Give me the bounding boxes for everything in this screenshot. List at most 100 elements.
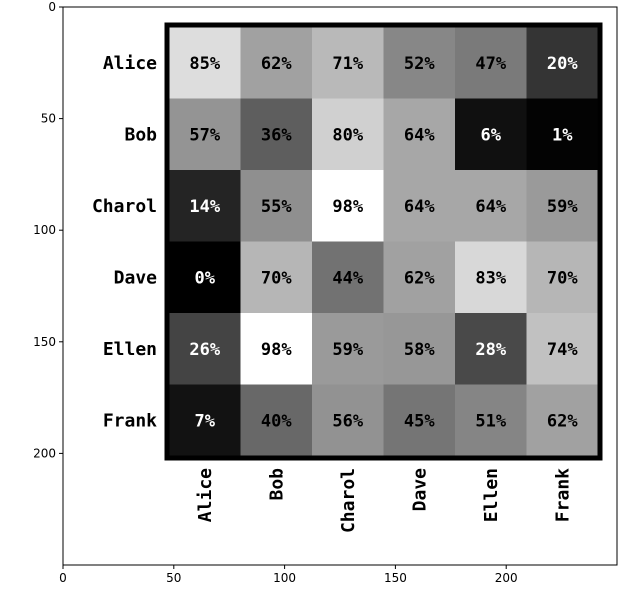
cell-value-label: 1% — [552, 125, 573, 145]
cell-value-label: 64% — [404, 197, 435, 217]
cell-value-label: 70% — [261, 268, 292, 288]
x-tick-label: 100 — [273, 571, 296, 585]
cell-value-label: 64% — [404, 125, 435, 145]
heatmap-cell — [240, 313, 313, 385]
heatmap-cell — [455, 170, 527, 242]
cell-value-label: 6% — [481, 125, 502, 145]
row-label: Frank — [103, 410, 157, 431]
column-label: Charol — [338, 468, 359, 533]
cell-value-label: 83% — [475, 268, 506, 288]
row-label: Dave — [114, 267, 158, 288]
y-tick-label: 0 — [48, 0, 56, 14]
cell-value-label: 98% — [332, 197, 363, 217]
heatmap-cell — [169, 170, 241, 242]
x-tick-label: 150 — [384, 571, 407, 585]
column-label: Alice — [195, 468, 216, 522]
heatmap-cell — [312, 241, 384, 314]
heatmap-cell — [312, 27, 384, 99]
heatmap-cell — [312, 170, 384, 242]
heatmap-cell — [169, 241, 241, 314]
heatmap-cell — [240, 241, 313, 314]
heatmap-cell — [383, 241, 456, 314]
heatmap-cell — [312, 98, 384, 171]
heatmap-cell — [526, 170, 599, 242]
cell-value-label: 7% — [195, 411, 216, 431]
y-tick-label: 150 — [33, 335, 56, 349]
row-label: Charol — [92, 196, 157, 217]
axes-frame — [62, 6, 618, 566]
heatmap-cell — [455, 98, 527, 171]
cell-value-label: 59% — [547, 197, 578, 217]
heatmap-cell — [169, 384, 241, 457]
cell-value-label: 62% — [404, 268, 435, 288]
heatmap-cell — [383, 98, 456, 171]
heatmap-cell — [383, 170, 456, 242]
y-tick-label: 50 — [41, 112, 56, 126]
x-tick-label: 200 — [495, 571, 518, 585]
heatmap-cell — [526, 313, 599, 385]
row-label: Alice — [103, 53, 157, 74]
heatmap-cell — [383, 313, 456, 385]
heatmap-cell — [240, 27, 313, 99]
heatmap-cell — [455, 384, 527, 457]
cell-value-label: 47% — [475, 54, 506, 74]
heatmap-cell — [240, 98, 313, 171]
heatmap-cell — [526, 27, 599, 99]
cell-value-label: 62% — [261, 54, 292, 74]
cell-value-label: 59% — [332, 340, 363, 360]
heatmap-labels: 85% 62% 71% 52% 47% 20% 57% 36% 80% 64% 6% 1% 14% 55%… — [92, 53, 578, 533]
heatmap-border — [164, 22, 603, 461]
column-label: Bob — [266, 468, 287, 501]
cell-value-label: 28% — [475, 340, 506, 360]
cell-value-label: 55% — [261, 197, 292, 217]
x-tick-label: 50 — [166, 571, 181, 585]
cell-value-label: 71% — [332, 54, 363, 74]
cell-value-label: 57% — [189, 125, 220, 145]
heatmap-cell — [383, 384, 456, 457]
column-label: Dave — [409, 468, 430, 512]
heatmap-cell — [455, 241, 527, 314]
heatmap-cell — [169, 313, 241, 385]
heatmap-cell — [169, 98, 241, 171]
cell-value-label: 62% — [547, 411, 578, 431]
axes: 0 50 100 150 200 0 50 100 150 200 — [33, 0, 618, 585]
heatmap-cell — [455, 313, 527, 385]
cell-value-label: 85% — [189, 54, 220, 74]
column-label: Frank — [552, 468, 573, 522]
heatmap-cell — [240, 170, 313, 242]
heatmap-cell — [526, 98, 599, 171]
y-tick-label: 200 — [33, 446, 56, 460]
cell-value-label: 70% — [547, 268, 578, 288]
cell-value-label: 52% — [404, 54, 435, 74]
cell-value-label: 14% — [189, 197, 220, 217]
column-label: Ellen — [481, 468, 502, 522]
cell-value-label: 80% — [332, 125, 363, 145]
cell-value-label: 74% — [547, 340, 578, 360]
cell-value-label: 36% — [261, 125, 292, 145]
cell-value-label: 0% — [195, 268, 216, 288]
row-label: Bob — [124, 124, 157, 145]
row-label: Ellen — [103, 339, 157, 360]
heatmap-cell — [526, 384, 599, 457]
cell-value-label: 58% — [404, 340, 435, 360]
heatmap-cell — [312, 384, 384, 457]
cell-value-label: 51% — [475, 411, 506, 431]
cell-value-label: 44% — [332, 268, 363, 288]
heatmap-cell — [383, 27, 456, 99]
heatmap-cell — [526, 241, 599, 314]
cell-value-label: 64% — [475, 197, 506, 217]
cell-value-label: 40% — [261, 411, 292, 431]
cell-value-label: 26% — [189, 340, 220, 360]
y-tick-label: 100 — [33, 223, 56, 237]
cell-value-label: 20% — [547, 54, 578, 74]
cell-value-label: 56% — [332, 411, 363, 431]
heatmap-cell — [312, 313, 384, 385]
heatmap-cell — [169, 27, 241, 99]
cell-value-label: 98% — [261, 340, 292, 360]
heatmap-cell — [240, 384, 313, 457]
cell-value-label: 45% — [404, 411, 435, 431]
x-tick-label: 0 — [59, 571, 67, 585]
heatmap-cell — [455, 27, 527, 99]
heatmap-cells — [164, 22, 603, 461]
